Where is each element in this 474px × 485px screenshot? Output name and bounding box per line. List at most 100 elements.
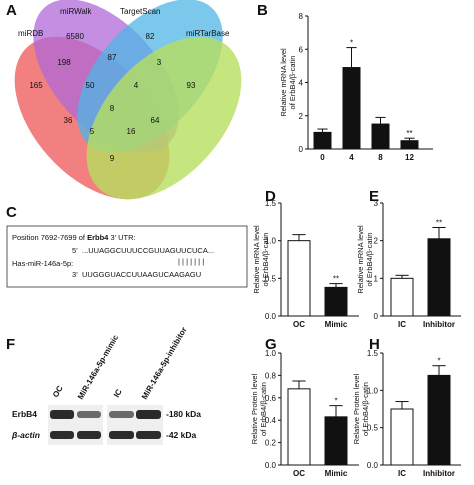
venn-count: 3 xyxy=(157,58,162,67)
x-tick-label: 8 xyxy=(378,153,383,162)
sequence-position: Position 7692-7699 of Erbb4 3’ UTR: xyxy=(12,233,136,242)
x-tick-label: Inhibitor xyxy=(423,469,455,478)
bar xyxy=(390,277,414,317)
bar-chart-h: 0.0 0.5 1.0 1.5 Relative Protein levelof Erb… xyxy=(352,349,461,478)
y-tick-label: 2 xyxy=(299,112,304,121)
blot-band xyxy=(77,411,101,418)
y-tick-label: 1.0 xyxy=(265,237,277,246)
bar xyxy=(313,131,332,150)
x-tick-label: OC xyxy=(293,320,305,329)
y-tick-label: 0 xyxy=(374,312,379,321)
x-tick-label: Inhibitor xyxy=(423,320,455,329)
blot-size-actin: -42 kDa xyxy=(166,430,197,440)
panel-label-g: G xyxy=(265,336,277,353)
y-tick-label: 1.5 xyxy=(367,349,379,358)
blot-column-label: IC xyxy=(112,387,124,399)
y-tick-label: 0.5 xyxy=(367,424,379,433)
bar xyxy=(390,408,414,466)
panel-label-d: D xyxy=(265,188,276,205)
x-tick-label: Mimic xyxy=(325,320,348,329)
blot-size-erbb4: -180 kDa xyxy=(166,409,201,419)
y-axis-label: Relative mRNA levelof ErbB4/β-catin xyxy=(279,48,297,117)
x-tick-label: IC xyxy=(398,469,406,478)
blot-column-label: MiR-146a-5p-inhibitor xyxy=(140,326,189,401)
y-tick-label: 2 xyxy=(374,237,379,246)
significance-mark: ** xyxy=(333,275,339,284)
y-tick-label: 0.5 xyxy=(265,274,277,283)
blot-row-label-actin: β-actin xyxy=(11,430,40,440)
sequence-line1-prefix: 5’ xyxy=(72,246,78,255)
significance-mark: * xyxy=(334,397,337,406)
panel-label-f: F xyxy=(6,336,16,353)
blot-column-label: OC xyxy=(51,384,65,399)
y-tick-label: 4 xyxy=(299,79,304,88)
venn-count: 198 xyxy=(57,58,71,67)
venn-ellipses xyxy=(14,0,242,200)
venn-count: 87 xyxy=(108,53,117,62)
blot-band xyxy=(136,431,161,439)
venn-count: 36 xyxy=(64,116,73,125)
y-axis-label: Relative Protein levelof ErbB4/β-catin xyxy=(352,373,370,444)
bar xyxy=(371,123,390,150)
y-tick-label: 1.5 xyxy=(265,199,277,208)
panel-label-h: H xyxy=(369,336,380,353)
bar xyxy=(287,240,311,317)
bar xyxy=(427,374,451,466)
y-tick-label: 0.0 xyxy=(265,461,277,470)
y-tick-label: 1.0 xyxy=(367,386,379,395)
venn-count: 82 xyxy=(146,32,155,41)
x-tick-label: IC xyxy=(398,320,406,329)
significance-mark: ** xyxy=(436,218,442,227)
significance-mark: ** xyxy=(406,129,412,138)
blot-band xyxy=(50,431,74,439)
western-blot: OC MiR-146a-5p-mimic IC MiR-146a-5p-inhi… xyxy=(11,326,201,445)
x-tick-label: 0 xyxy=(320,153,325,162)
venn-count: 64 xyxy=(151,116,160,125)
y-tick-label: 0.4 xyxy=(265,416,277,425)
venn-diagram: miRDB miRWalk TargetScan miRTarBase 6580… xyxy=(14,0,242,200)
sequence-line1: ...UUAGGCUUUCCGUUAGUUCUCA... xyxy=(82,246,214,255)
y-tick-label: 0.6 xyxy=(265,394,277,403)
sequence-box xyxy=(6,225,248,288)
blot-band xyxy=(109,411,134,418)
bar xyxy=(287,388,311,466)
y-tick-label: 0 xyxy=(299,145,304,154)
blot-band xyxy=(50,410,74,419)
blot-row-label-erbb4: ErbB4 xyxy=(12,409,37,419)
venn-count: 5 xyxy=(90,127,95,136)
x-tick-label: 12 xyxy=(405,153,414,162)
significance-mark: * xyxy=(350,39,353,48)
bar-chart-e: 0 1 2 3 Relative mRNA levelof ErbB4/β-catin I… xyxy=(356,199,461,329)
venn-count: 16 xyxy=(127,127,136,136)
venn-count: 8 xyxy=(110,104,115,113)
blot-band xyxy=(77,431,101,439)
venn-label-targetscan: TargetScan xyxy=(120,7,160,16)
y-tick-label: 0.0 xyxy=(265,312,277,321)
x-tick-label: 4 xyxy=(349,153,354,162)
bar-chart-d: 0.0 0.5 1.0 1.5 Relative mRNA levelof ErbB4/… xyxy=(252,199,359,329)
sequence-line2-label: Has-miR-146a-5p: xyxy=(12,259,73,268)
y-tick-label: 0.0 xyxy=(367,461,379,470)
bar xyxy=(427,238,451,317)
y-tick-label: 1 xyxy=(374,274,379,283)
sequence-bars: | | | | | | | xyxy=(178,257,204,266)
blot-band xyxy=(109,431,134,439)
sequence-line2: UUGGGUACCUUAAGUCAAGAGU xyxy=(82,270,201,279)
sequence-gene: Erbb4 xyxy=(87,233,109,242)
significance-mark: * xyxy=(437,357,440,366)
venn-count: 9 xyxy=(110,154,115,163)
x-tick-label: OC xyxy=(293,469,305,478)
panel-label-c: C xyxy=(6,204,17,221)
y-tick-label: 0.8 xyxy=(265,371,277,380)
venn-count: 4 xyxy=(134,81,139,90)
panel-label-b: B xyxy=(257,2,268,19)
y-tick-label: 3 xyxy=(374,199,379,208)
venn-count: 165 xyxy=(29,81,43,90)
venn-set-mirtarbase xyxy=(86,36,242,200)
bar xyxy=(324,286,348,317)
bar-chart-g: 0.0 0.2 0.4 0.6 0.8 1.0 Relative Protein level… xyxy=(250,349,359,478)
y-axis-label: Relative mRNA levelof ErbB4/β-catin xyxy=(252,225,270,294)
bar xyxy=(400,140,419,150)
y-tick-label: 8 xyxy=(299,12,304,21)
y-tick-label: 6 xyxy=(299,45,304,54)
